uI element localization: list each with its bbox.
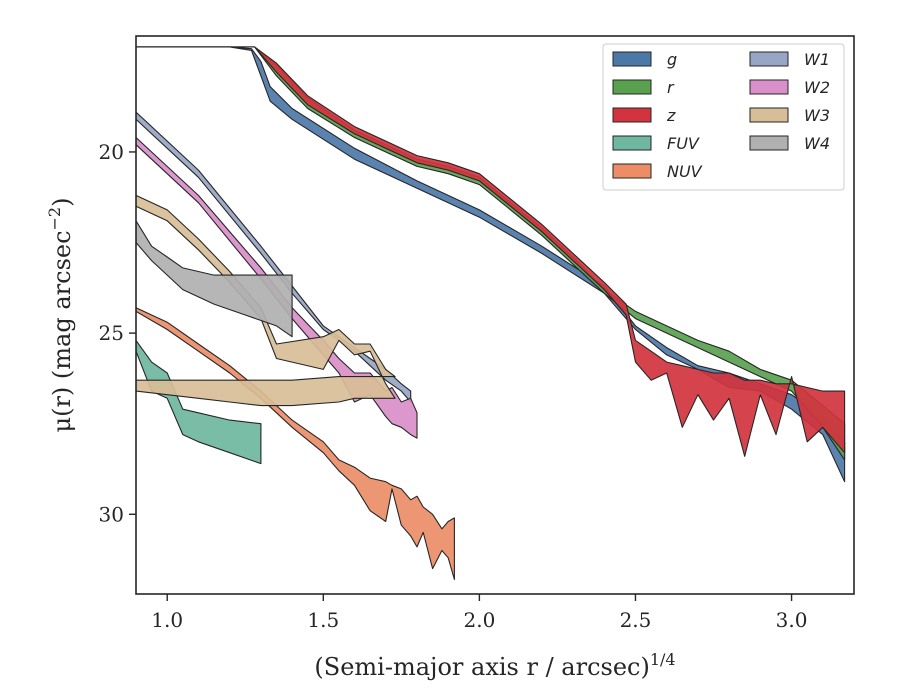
x-tick-label-2-5: 2.5	[620, 608, 652, 632]
legend-label-nuv: NUV	[667, 162, 703, 181]
x-axis-label: (Semi-major axis r / arcsec)1/4	[314, 650, 675, 681]
legend-label-w4: W4	[804, 134, 830, 153]
y-tick-label-30: 30	[99, 502, 124, 526]
legend-label-w2: W2	[804, 78, 830, 97]
series-band-z	[136, 46, 846, 457]
y-tick-label-25: 25	[99, 321, 124, 345]
series-band-nuv	[136, 307, 455, 581]
series-band-w4	[136, 220, 293, 338]
legend-label-w3: W3	[804, 106, 830, 125]
legend-swatch-w3	[749, 107, 789, 123]
series-band-g	[136, 46, 846, 483]
ticks-layer: 1.0 1.5 2.0 2.5 3.0 20 25 30	[99, 140, 808, 632]
plot-frame	[135, 35, 855, 595]
y-tick-label-20: 20	[99, 140, 124, 164]
x-axis-label-main: (Semi-major axis r / arcsec)	[314, 653, 649, 681]
legend-label-fuv: FUV	[667, 134, 700, 153]
y-axis-label-sup: −2	[45, 207, 64, 231]
y-axis-label-close: )	[48, 198, 76, 207]
series-band-w3	[136, 194, 396, 407]
legend-swatch-fuv	[612, 135, 652, 151]
legend-swatch-w2	[749, 79, 789, 95]
y-axis-label-main: μ(r) (mag arcsec	[48, 230, 76, 432]
legend-label-g: g	[667, 50, 677, 69]
legend-label-z: z	[666, 106, 676, 125]
legend-swatch-w1	[749, 51, 789, 67]
x-tick-label-1-0: 1.0	[151, 608, 183, 632]
legend-swatch-nuv	[612, 163, 652, 179]
x-tick-label-1-5: 1.5	[307, 608, 339, 632]
series-layer	[136, 46, 846, 581]
x-tick-label-2-0: 2.0	[463, 608, 495, 632]
legend: grz FUV NUV W1 W2 W3 W4	[602, 43, 845, 191]
x-tick-label-3-0: 3.0	[776, 608, 808, 632]
legend-swatch-z	[612, 107, 652, 123]
y-axis-label: μ(r) (mag arcsec−2)	[45, 198, 76, 433]
legend-swatch-g	[612, 51, 652, 67]
legend-label-r: r	[667, 78, 675, 97]
legend-label-w1: W1	[804, 50, 830, 69]
x-axis-label-sup: 1/4	[650, 650, 676, 669]
legend-swatch-w4	[749, 135, 789, 151]
legend-swatch-r	[612, 79, 652, 95]
